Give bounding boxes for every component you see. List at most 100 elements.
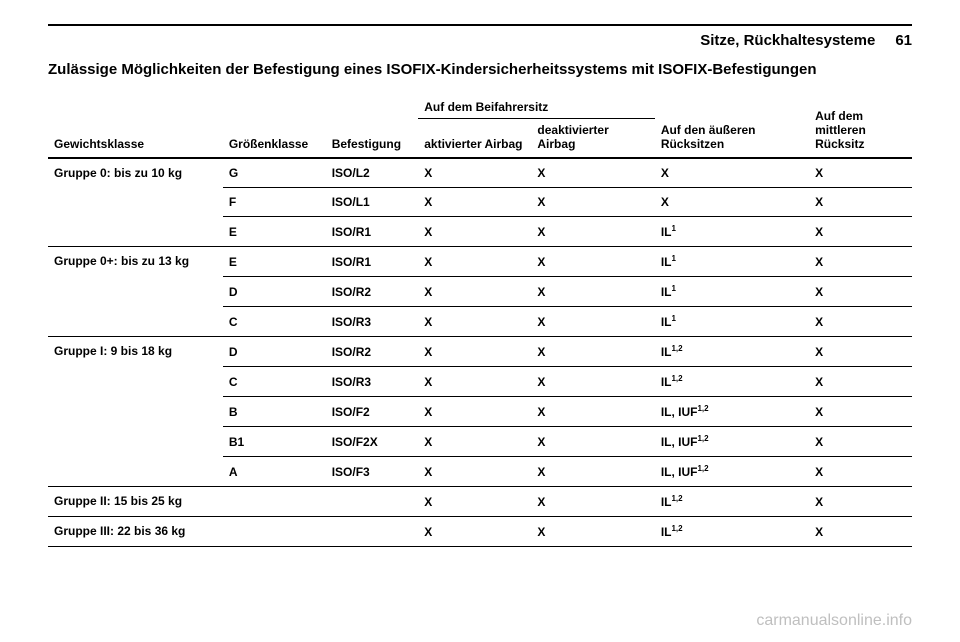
size-cell: E xyxy=(223,217,326,247)
val: IL xyxy=(661,345,672,359)
fix-cell: ISO/R1 xyxy=(326,247,419,277)
fix-cell: ISO/F2 xyxy=(326,397,419,427)
cell: X xyxy=(418,277,531,307)
cell: IL, IUF1,2 xyxy=(655,427,809,457)
header-divider xyxy=(48,24,912,26)
val: IL xyxy=(661,375,672,389)
cell: IL1,2 xyxy=(655,517,809,547)
sup: 1,2 xyxy=(671,524,682,533)
isofix-table: Gewichtsklasse Größenklasse Befestigung … xyxy=(48,96,912,547)
table-row: Gruppe II: 15 bis 25 kg X X IL1,2 X xyxy=(48,487,912,517)
cell: X xyxy=(418,487,531,517)
size-cell: G xyxy=(223,158,326,188)
fix-cell: ISO/R1 xyxy=(326,217,419,247)
cell: X xyxy=(531,247,654,277)
cell: IL1,2 xyxy=(655,337,809,367)
cell: X xyxy=(531,517,654,547)
cell: X xyxy=(809,307,912,337)
table-row: Gruppe I: 9 bis 18 kg D ISO/R2 X X IL1,2… xyxy=(48,337,912,367)
sup: 1,2 xyxy=(671,494,682,503)
watermark: carmanualsonline.info xyxy=(756,612,912,630)
cell: X xyxy=(809,158,912,188)
cell: X xyxy=(531,188,654,217)
header-row: Sitze, Rückhaltesysteme 61 xyxy=(48,32,912,49)
size-cell: B1 xyxy=(223,427,326,457)
fix-cell: ISO/R2 xyxy=(326,277,419,307)
val: IL xyxy=(661,285,672,299)
cell: IL, IUF1,2 xyxy=(655,457,809,487)
col-outer-rear: Auf den äußeren Rücksitzen xyxy=(655,96,809,158)
group-label: Gruppe I: 9 bis 18 kg xyxy=(48,337,223,487)
cell: X xyxy=(655,188,809,217)
cell: X xyxy=(418,158,531,188)
cell: X xyxy=(809,397,912,427)
sup: 1 xyxy=(671,224,675,233)
fix-cell: ISO/F2X xyxy=(326,427,419,457)
table-row: Gruppe 0: bis zu 10 kg G ISO/L2 X X X X xyxy=(48,158,912,188)
col-front-seat: Auf dem Beifahrersitz xyxy=(418,96,655,119)
cell: X xyxy=(809,247,912,277)
cell: IL1 xyxy=(655,277,809,307)
col-weight: Gewichtsklasse xyxy=(48,96,223,158)
size-cell: C xyxy=(223,307,326,337)
col-size: Größenklasse xyxy=(223,96,326,158)
sup: 1 xyxy=(671,254,675,263)
cell: X xyxy=(809,487,912,517)
size-cell: C xyxy=(223,367,326,397)
table-row: Gruppe 0+: bis zu 13 kg E ISO/R1 X X IL1… xyxy=(48,247,912,277)
sup: 1,2 xyxy=(697,404,708,413)
size-cell: B xyxy=(223,397,326,427)
sup: 1,2 xyxy=(697,464,708,473)
cell: X xyxy=(418,367,531,397)
cell: X xyxy=(418,307,531,337)
cell: X xyxy=(418,517,531,547)
cell: X xyxy=(418,247,531,277)
cell: X xyxy=(418,188,531,217)
size-cell xyxy=(223,517,326,547)
cell: X xyxy=(655,158,809,188)
cell: X xyxy=(531,367,654,397)
size-cell: E xyxy=(223,247,326,277)
cell: IL, IUF1,2 xyxy=(655,397,809,427)
sup: 1,2 xyxy=(671,374,682,383)
cell: X xyxy=(531,217,654,247)
sup: 1 xyxy=(671,284,675,293)
size-cell: D xyxy=(223,277,326,307)
cell: X xyxy=(809,427,912,457)
cell: X xyxy=(418,457,531,487)
col-fixation: Befestigung xyxy=(326,96,419,158)
cell: IL1 xyxy=(655,247,809,277)
col-activated: aktivierter Airbag xyxy=(418,119,531,159)
group-label: Gruppe 0+: bis zu 13 kg xyxy=(48,247,223,337)
cell: X xyxy=(809,277,912,307)
cell: IL1 xyxy=(655,217,809,247)
cell: X xyxy=(531,457,654,487)
cell: X xyxy=(531,397,654,427)
val: IL xyxy=(661,225,672,239)
cell: X xyxy=(418,337,531,367)
sup: 1,2 xyxy=(697,434,708,443)
val: IL, IUF xyxy=(661,465,698,479)
fix-cell: ISO/R3 xyxy=(326,307,419,337)
sup: 1,2 xyxy=(671,344,682,353)
cell: X xyxy=(809,367,912,397)
cell: IL1,2 xyxy=(655,367,809,397)
fix-cell xyxy=(326,487,419,517)
val: IL xyxy=(661,315,672,329)
fix-cell: ISO/R2 xyxy=(326,337,419,367)
cell: X xyxy=(809,337,912,367)
fix-cell: ISO/L1 xyxy=(326,188,419,217)
cell: X xyxy=(809,217,912,247)
cell: X xyxy=(809,188,912,217)
cell: X xyxy=(531,158,654,188)
fix-cell: ISO/R3 xyxy=(326,367,419,397)
val: IL, IUF xyxy=(661,405,698,419)
page-number: 61 xyxy=(895,32,912,49)
page-title: Zulässige Möglichkeiten der Befestigung … xyxy=(48,61,912,78)
size-cell: A xyxy=(223,457,326,487)
val: IL xyxy=(661,525,672,539)
cell: X xyxy=(418,217,531,247)
val: IL, IUF xyxy=(661,435,698,449)
cell: X xyxy=(531,337,654,367)
cell: X xyxy=(531,487,654,517)
